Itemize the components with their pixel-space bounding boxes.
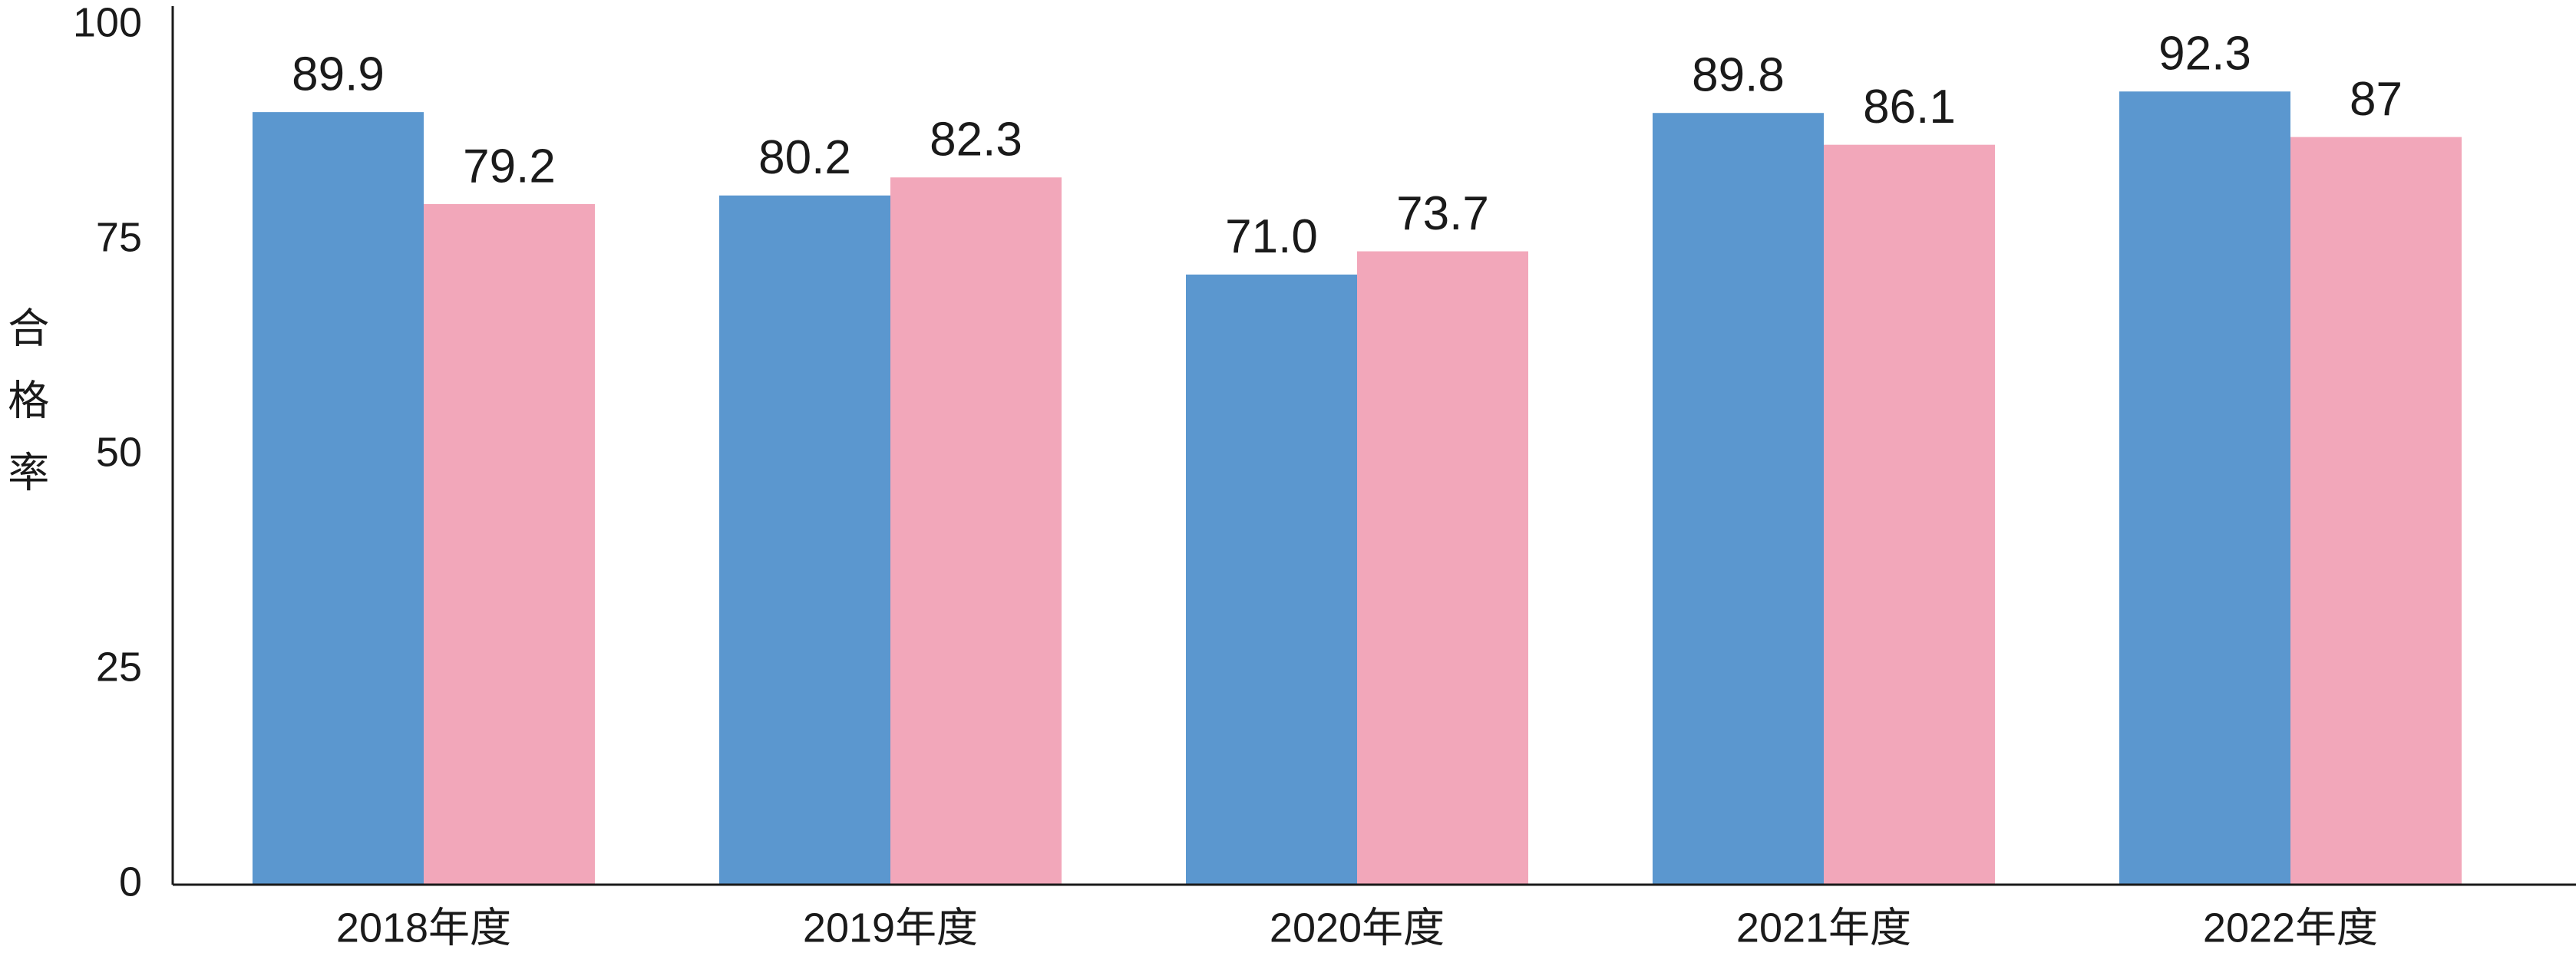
value-label: 73.7 [1396, 187, 1489, 240]
bar [719, 195, 890, 885]
value-label: 87 [2350, 73, 2403, 126]
x-tick-label: 2020年度 [1270, 905, 1445, 951]
y-tick-label: 75 [96, 214, 142, 260]
value-label: 79.2 [463, 140, 556, 193]
value-label: 82.3 [930, 114, 1022, 166]
y-axis-label: 合格率 [2, 306, 48, 523]
bar [1824, 144, 1995, 885]
y-tick-label: 25 [96, 644, 142, 690]
bar [890, 177, 1062, 885]
x-tick-label: 2021年度 [1736, 905, 1911, 951]
x-tick-label: 2022年度 [2203, 905, 2378, 951]
y-tick-label: 100 [73, 0, 142, 45]
value-label: 89.8 [1692, 49, 1785, 102]
bar [424, 203, 595, 885]
bar [2119, 91, 2290, 885]
bar [253, 112, 424, 885]
value-label: 71.0 [1225, 210, 1318, 263]
y-tick-label: 0 [119, 859, 142, 905]
x-tick-label: 2018年度 [336, 905, 511, 951]
bar [1653, 113, 1824, 885]
value-label: 86.1 [1863, 81, 1956, 134]
bar [2290, 137, 2462, 885]
value-label: 92.3 [2158, 28, 2251, 81]
x-tick-label: 2019年度 [803, 905, 978, 951]
y-tick-label: 50 [96, 429, 142, 475]
bar [1357, 251, 1528, 885]
value-label: 89.9 [292, 48, 385, 101]
bar [1186, 274, 1357, 885]
value-label: 80.2 [758, 131, 851, 184]
